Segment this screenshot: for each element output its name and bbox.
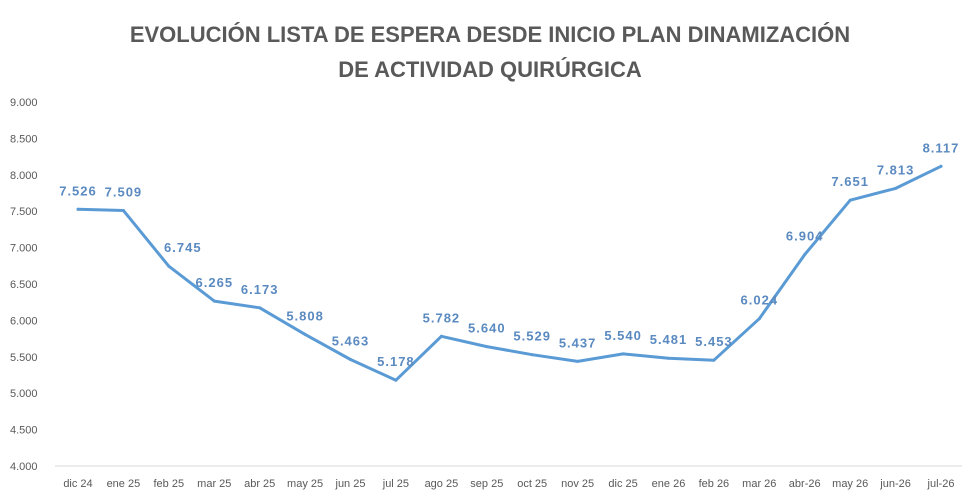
y-tick-label: 5.000 xyxy=(10,388,38,400)
data-label: 5.453 xyxy=(695,334,733,349)
data-label: 5.529 xyxy=(513,329,551,344)
data-point xyxy=(894,186,898,190)
data-point xyxy=(439,334,443,338)
data-label: 6.265 xyxy=(196,275,234,290)
x-tick-label: may 26 xyxy=(832,478,868,490)
x-tick-label: jul-26 xyxy=(927,478,955,490)
data-label: 5.640 xyxy=(468,321,506,336)
data-label: 5.540 xyxy=(604,328,642,343)
data-point xyxy=(121,209,125,212)
y-tick-label: 4.500 xyxy=(10,425,38,437)
data-point xyxy=(757,317,761,321)
data-label: 5.782 xyxy=(423,310,461,325)
y-tick-label: 6.500 xyxy=(10,279,38,291)
x-tick-label: feb 25 xyxy=(154,478,185,490)
series-line xyxy=(76,164,943,382)
data-label: 7.526 xyxy=(59,183,97,198)
x-tick-label: mar 26 xyxy=(742,478,776,490)
data-label: 5.463 xyxy=(332,334,370,349)
x-tick-label: dic 25 xyxy=(608,478,637,490)
y-tick-label: 7.500 xyxy=(10,206,38,218)
x-tick-label: abr 25 xyxy=(244,478,275,490)
data-label: 6.904 xyxy=(786,229,824,244)
x-tick-label: may 25 xyxy=(287,478,323,490)
x-tick-label: sep 25 xyxy=(470,478,503,490)
y-tick-label: 6.000 xyxy=(10,315,38,327)
data-point xyxy=(167,264,171,268)
chart-title-line-2: DE ACTIVIDAD QUIRÚRGICA xyxy=(338,57,642,82)
data-point xyxy=(485,345,489,349)
data-point xyxy=(258,306,262,310)
data-point xyxy=(394,378,398,382)
data-point xyxy=(848,198,852,202)
data-point xyxy=(303,332,307,336)
x-tick-label: ene 25 xyxy=(107,478,141,490)
x-tick-label: oct 25 xyxy=(517,478,547,490)
data-label: 5.178 xyxy=(377,354,415,369)
x-axis-tick-labels: dic 24 ene 25 feb 25 mar 25 abr 25 may 25 jun … xyxy=(63,478,954,490)
x-tick-label: mar 25 xyxy=(197,478,231,490)
y-tick-label: 9.000 xyxy=(10,97,38,109)
y-tick-label: 4.000 xyxy=(10,461,38,473)
x-tick-label: ago 25 xyxy=(425,478,459,490)
x-tick-label: jun-26 xyxy=(879,478,911,490)
y-tick-label: 7.000 xyxy=(10,243,38,255)
x-tick-label: feb 26 xyxy=(699,478,730,490)
data-label: 6.024 xyxy=(741,293,779,308)
data-point xyxy=(76,207,80,211)
data-point xyxy=(621,352,625,356)
x-tick-label: jul 25 xyxy=(382,478,409,490)
data-label: 8.117 xyxy=(923,140,960,155)
y-tick-label: 5.500 xyxy=(10,352,38,364)
data-point xyxy=(803,253,807,257)
data-label: 7.509 xyxy=(105,185,143,200)
x-tick-label: ene 26 xyxy=(652,478,686,490)
data-point xyxy=(212,299,216,303)
y-tick-label: 8.000 xyxy=(10,170,38,182)
y-axis-tick-labels: 4.000 4.500 5.000 5.500 6.000 6.500 7.000 7.500… xyxy=(10,97,38,473)
data-labels: 7.526 7.509 6.745 6.265 6.173 5.808 5.463 5.178… xyxy=(59,140,960,369)
x-tick-label: nov 25 xyxy=(561,478,594,490)
data-point xyxy=(530,353,534,357)
data-label: 5.437 xyxy=(559,335,597,350)
x-tick-label: jun 25 xyxy=(335,478,366,490)
y-tick-label: 8.500 xyxy=(10,133,38,145)
chart-title-line-1: EVOLUCIÓN LISTA DE ESPERA DESDE INICIO P… xyxy=(130,22,850,47)
data-label: 7.651 xyxy=(831,174,869,189)
data-point xyxy=(939,164,943,168)
data-point xyxy=(576,359,580,363)
data-label: 5.481 xyxy=(650,332,688,347)
x-tick-label: dic 24 xyxy=(63,478,92,490)
data-point xyxy=(667,356,670,360)
data-point xyxy=(349,358,352,361)
data-point xyxy=(712,358,716,362)
data-label: 6.745 xyxy=(164,240,202,255)
x-tick-label: abr-26 xyxy=(789,478,821,490)
data-points xyxy=(76,164,943,382)
data-label: 7.813 xyxy=(877,162,915,177)
data-label: 6.173 xyxy=(241,282,279,297)
data-label: 5.808 xyxy=(286,308,324,323)
